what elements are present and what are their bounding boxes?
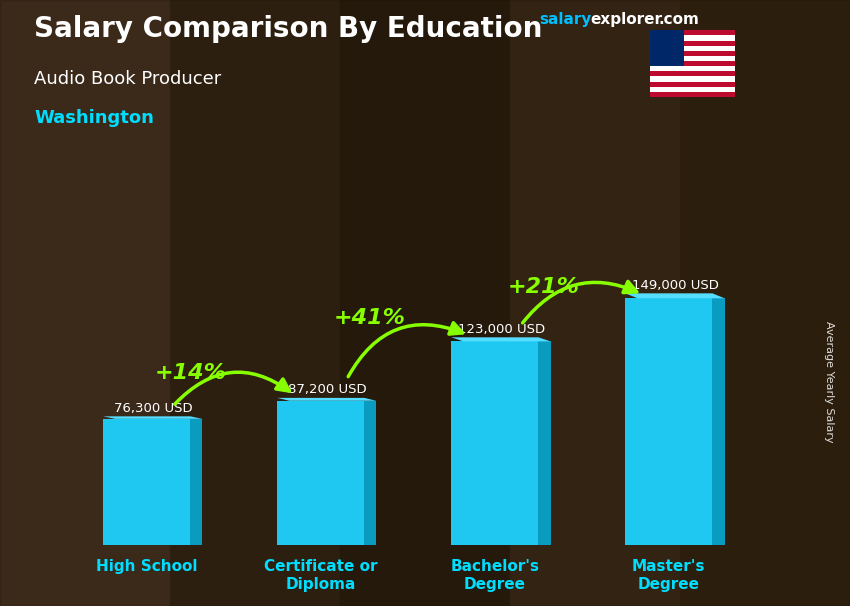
Polygon shape	[712, 298, 724, 545]
Polygon shape	[277, 398, 377, 401]
Bar	[340, 0, 510, 606]
Polygon shape	[451, 338, 551, 341]
Bar	[277, 401, 365, 545]
Polygon shape	[190, 419, 202, 545]
Bar	[0, 0, 170, 606]
Polygon shape	[538, 341, 551, 545]
Bar	[103, 419, 190, 545]
Text: .com: .com	[659, 12, 700, 27]
Text: +14%: +14%	[155, 364, 226, 384]
Bar	[170, 0, 340, 606]
Text: Average Yearly Salary: Average Yearly Salary	[824, 321, 834, 442]
Text: Washington: Washington	[34, 109, 154, 127]
Polygon shape	[626, 293, 724, 298]
Text: Salary Comparison By Education: Salary Comparison By Education	[34, 15, 542, 43]
Text: Audio Book Producer: Audio Book Producer	[34, 70, 221, 88]
Text: +21%: +21%	[507, 276, 580, 296]
Bar	[680, 0, 850, 606]
Bar	[451, 341, 538, 545]
Text: 87,200 USD: 87,200 USD	[288, 384, 367, 396]
Text: +41%: +41%	[333, 308, 405, 328]
Text: 123,000 USD: 123,000 USD	[458, 323, 546, 336]
Text: explorer: explorer	[591, 12, 663, 27]
Text: salary: salary	[540, 12, 592, 27]
Bar	[510, 0, 680, 606]
Bar	[626, 298, 712, 545]
Polygon shape	[103, 416, 202, 419]
Text: 76,300 USD: 76,300 USD	[115, 402, 193, 415]
Text: 149,000 USD: 149,000 USD	[632, 279, 719, 291]
Polygon shape	[365, 401, 377, 545]
